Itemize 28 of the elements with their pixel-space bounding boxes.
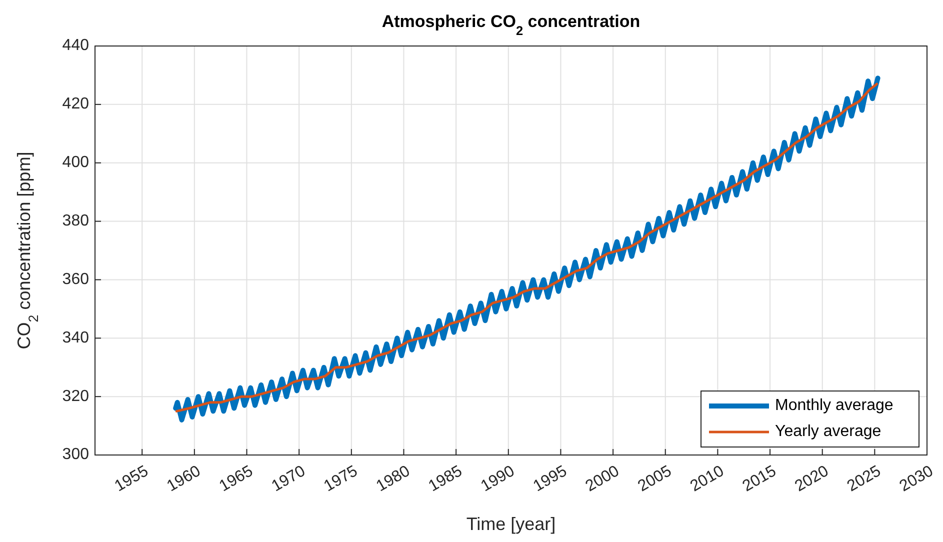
- y-tick-label: 420: [62, 96, 90, 113]
- x-tick-label: 2010: [688, 462, 727, 496]
- y-tick-label: 380: [62, 212, 90, 230]
- y-tick-label: 340: [62, 329, 90, 346]
- x-tick-label: 1980: [374, 462, 414, 496]
- x-tick-label: 1955: [112, 462, 152, 496]
- legend-label: Yearly average: [775, 423, 882, 440]
- x-tick-label: 2020: [792, 462, 832, 496]
- x-tick-label: 2025: [844, 462, 884, 496]
- x-tick-label: 1990: [478, 462, 518, 496]
- y-tick-label: 440: [62, 37, 90, 54]
- x-tick-label: 1975: [321, 462, 361, 496]
- x-tick-label: 1970: [268, 462, 308, 496]
- x-tick-label: 2000: [582, 462, 622, 496]
- x-tick-label: 2005: [635, 462, 675, 496]
- x-tick-label: 1985: [426, 462, 466, 496]
- y-tick-label: 320: [62, 388, 90, 405]
- y-tick-label: 360: [62, 270, 90, 288]
- y-tick-label: 300: [62, 446, 90, 464]
- y-tick-label: 400: [62, 154, 90, 172]
- x-axis-title: Time [year]: [466, 514, 556, 534]
- x-tick-label: 2015: [740, 462, 780, 496]
- chart-title: Atmospheric CO$_{2}$ concentration: [382, 12, 640, 38]
- x-tick-label: 1965: [216, 462, 256, 496]
- x-tick-label: 1960: [164, 462, 204, 496]
- x-tick-label: 2030: [896, 462, 936, 496]
- legend-label: Monthly average: [775, 397, 894, 414]
- x-tick-label: 1995: [530, 462, 570, 496]
